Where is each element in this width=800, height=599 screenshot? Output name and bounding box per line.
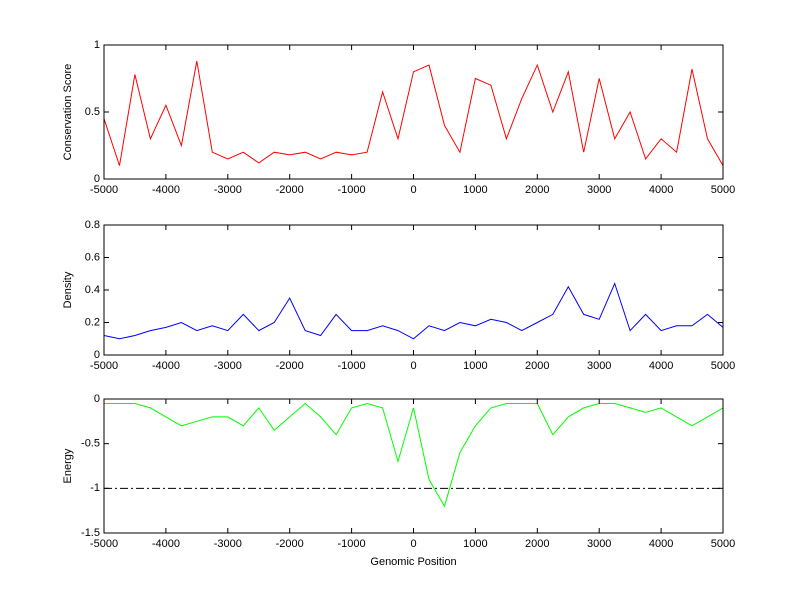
- x-tick-label: -4000: [152, 538, 180, 550]
- x-tick-label: 3000: [587, 360, 611, 372]
- x-tick-label: -3000: [214, 538, 242, 550]
- x-tick-label: -3000: [214, 184, 242, 196]
- y-tick-label: 0.8: [85, 219, 100, 231]
- x-tick-label: 2000: [525, 184, 549, 196]
- y-tick-label: -1.5: [81, 527, 100, 539]
- plot-area: [104, 399, 723, 533]
- y-tick-label: 0.6: [85, 251, 100, 263]
- x-tick-label: 1000: [463, 538, 487, 550]
- data-line: [103, 61, 724, 166]
- x-tick-label: -1000: [338, 184, 366, 196]
- x-tick-label: -4000: [152, 184, 180, 196]
- x-tick-label: 4000: [649, 184, 673, 196]
- x-tick-label: 0: [410, 538, 416, 550]
- y-tick-label: -1: [90, 482, 100, 494]
- y-axis-label: Conservation Score: [62, 64, 74, 161]
- x-tick-label: 3000: [587, 538, 611, 550]
- x-tick-label: -1000: [338, 360, 366, 372]
- y-tick-label: -0.5: [81, 438, 100, 450]
- x-tick-label: 3000: [587, 184, 611, 196]
- x-tick-label: 5000: [711, 184, 735, 196]
- y-tick-label: 0.5: [85, 106, 100, 118]
- x-tick-label: 2000: [525, 538, 549, 550]
- x-tick-label: 1000: [463, 360, 487, 372]
- x-tick-label: 5000: [711, 360, 735, 372]
- data-line: [103, 282, 724, 340]
- y-tick-label: 0: [94, 393, 100, 405]
- x-tick-label: -5000: [90, 538, 118, 550]
- y-axis-label: Energy: [62, 448, 74, 483]
- y-axis-label: Density: [62, 271, 74, 308]
- x-tick-label: -1000: [338, 538, 366, 550]
- x-tick-label: -4000: [152, 360, 180, 372]
- y-tick-label: 0.2: [85, 316, 100, 328]
- x-tick-label: -5000: [90, 184, 118, 196]
- x-tick-label: 4000: [649, 360, 673, 372]
- x-tick-label: -5000: [90, 360, 118, 372]
- x-tick-label: -2000: [276, 538, 304, 550]
- x-tick-label: -2000: [276, 184, 304, 196]
- x-tick-label: -2000: [276, 360, 304, 372]
- x-tick-label: 0: [410, 184, 416, 196]
- y-tick-label: 0: [94, 349, 100, 361]
- x-axis-label: Genomic Position: [370, 556, 456, 568]
- x-tick-label: 1000: [463, 184, 487, 196]
- y-tick-label: 0: [94, 173, 100, 185]
- x-tick-label: 4000: [649, 538, 673, 550]
- plot-area: [104, 45, 723, 179]
- x-tick-label: 2000: [525, 360, 549, 372]
- plot-area: [104, 225, 723, 355]
- x-tick-label: 0: [410, 360, 416, 372]
- y-tick-label: 0.4: [85, 284, 100, 296]
- x-tick-label: -3000: [214, 360, 242, 372]
- data-line: [104, 402, 724, 508]
- x-tick-label: 5000: [711, 538, 735, 550]
- y-tick-label: 1: [94, 39, 100, 51]
